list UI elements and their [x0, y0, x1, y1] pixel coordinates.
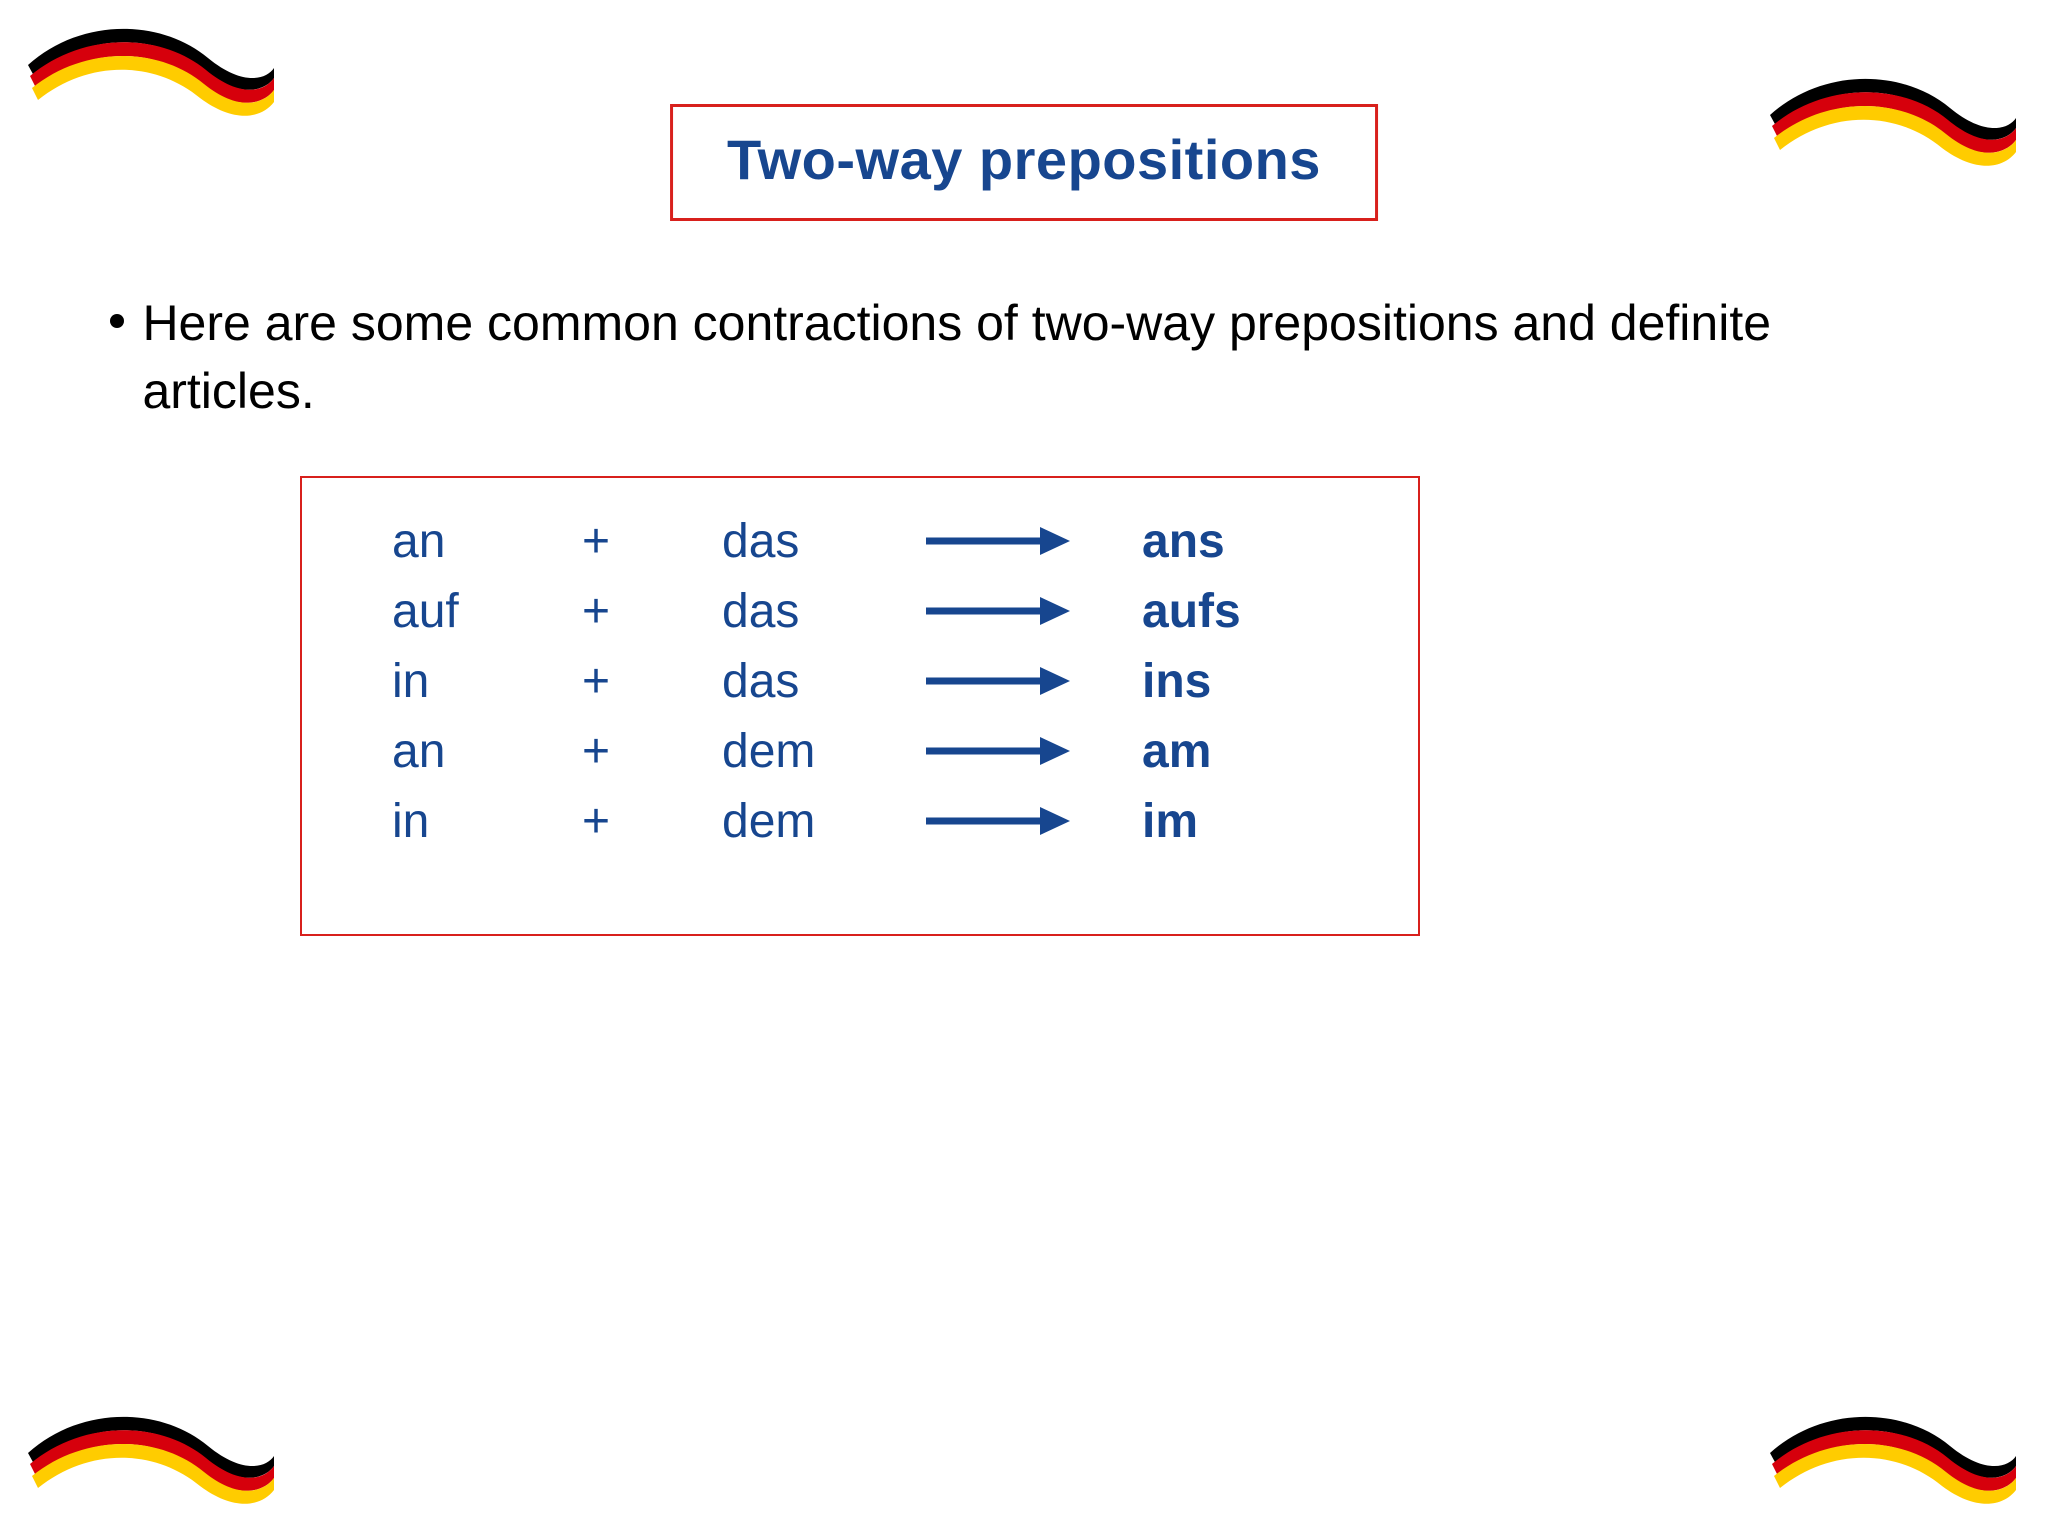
- cell-plus: +: [582, 514, 722, 569]
- contractions-table: an + das ans auf + das aufs in + das ins…: [300, 476, 1420, 936]
- cell-result: im: [1142, 794, 1342, 849]
- cell-plus: +: [582, 724, 722, 779]
- page-title: Two-way prepositions: [727, 128, 1321, 191]
- bullet-text: Here are some common contractions of two…: [142, 290, 1862, 425]
- flag-wave-icon: [20, 1398, 280, 1518]
- arrow-icon: [922, 803, 1142, 839]
- cell-article: das: [722, 514, 922, 569]
- cell-preposition: in: [392, 654, 582, 709]
- table-row: auf + das aufs: [392, 576, 1418, 646]
- cell-result: aufs: [1142, 584, 1342, 639]
- german-flag-decoration: [20, 10, 280, 130]
- cell-article: das: [722, 584, 922, 639]
- cell-result: am: [1142, 724, 1342, 779]
- cell-result: ins: [1142, 654, 1342, 709]
- german-flag-decoration: [1762, 1398, 2022, 1518]
- flag-wave-icon: [20, 10, 280, 130]
- arrow-icon: [922, 523, 1142, 559]
- title-box: Two-way prepositions: [670, 104, 1378, 221]
- arrow-icon: [922, 663, 1142, 699]
- cell-plus: +: [582, 794, 722, 849]
- cell-preposition: an: [392, 724, 582, 779]
- cell-article: dem: [722, 724, 922, 779]
- table-row: in + das ins: [392, 646, 1418, 716]
- cell-article: dem: [722, 794, 922, 849]
- cell-plus: +: [582, 654, 722, 709]
- arrow-icon: [922, 733, 1142, 769]
- flag-wave-icon: [1762, 1398, 2022, 1518]
- cell-article: das: [722, 654, 922, 709]
- cell-result: ans: [1142, 514, 1342, 569]
- bullet-icon: [110, 314, 124, 328]
- table-row: an + dem am: [392, 716, 1418, 786]
- cell-plus: +: [582, 584, 722, 639]
- cell-preposition: an: [392, 514, 582, 569]
- arrow-icon: [922, 593, 1142, 629]
- german-flag-decoration: [1762, 60, 2022, 180]
- table-row: in + dem im: [392, 786, 1418, 856]
- german-flag-decoration: [20, 1398, 280, 1518]
- cell-preposition: in: [392, 794, 582, 849]
- cell-preposition: auf: [392, 584, 582, 639]
- flag-wave-icon: [1762, 60, 2022, 180]
- bullet-paragraph: Here are some common contractions of two…: [110, 290, 1938, 425]
- table-row: an + das ans: [392, 506, 1418, 576]
